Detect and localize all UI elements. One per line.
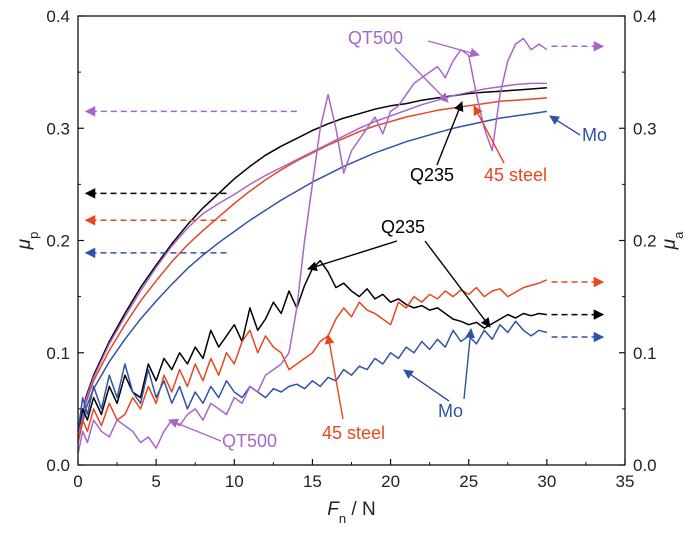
y-left-tick-label: 0.0 — [46, 456, 70, 475]
annotation-arrow-mo — [549, 115, 581, 136]
series-mo-mu-p — [77, 110, 548, 443]
y-right-tick-label: 0.3 — [633, 119, 657, 138]
x-tick-label: 5 — [151, 472, 160, 491]
series-45-steel-mu-a — [77, 279, 548, 443]
annotation-label-qt500: QT500 — [222, 431, 277, 451]
annotation-arrow-qt500 — [427, 40, 480, 58]
annotation-arrow-q235 — [307, 240, 398, 272]
y-axis-left-label: μp — [14, 232, 41, 251]
x-tick-label: 10 — [225, 472, 244, 491]
series-q235-mu-a — [77, 259, 548, 432]
annotation-arrow-q235 — [424, 240, 491, 328]
x-tick-label: 0 — [73, 472, 82, 491]
annotation-label-mo: Mo — [438, 401, 463, 421]
annotations-layer: QT500 Q235 45 steel Mo Q235 45 steel Mo QT500 — [168, 28, 607, 451]
series-mo-mu-a — [77, 320, 548, 432]
annotation-label-mo: Mo — [582, 125, 607, 145]
annotation-label-q235: Q235 — [381, 217, 425, 237]
annotation-arrow-mo — [463, 328, 475, 400]
axes-layer: 0 5 10 15 20 25 30 350.0 0.00.1 0.10.2 0.20.3 0.30.… — [46, 7, 656, 491]
series-q235-mu-p — [77, 87, 547, 443]
y-left-tick-label: 0.2 — [46, 232, 70, 251]
y-left-tick-label: 0.1 — [46, 344, 70, 363]
x-tick-label: 25 — [459, 472, 478, 491]
series-45-steel-mu-p — [77, 97, 547, 443]
annotation-label-qt500: QT500 — [348, 28, 403, 48]
y-right-tick-label: 0.1 — [633, 344, 657, 363]
annotation-label-45-steel: 45 steel — [484, 165, 547, 185]
x-tick-label: 15 — [303, 472, 322, 491]
y-right-tick-label: 0.0 — [633, 456, 657, 475]
series-qt500-mu-p — [77, 82, 547, 443]
annotation-label-45-steel: 45 steel — [322, 423, 385, 443]
series-qt500-mu-a — [77, 37, 548, 454]
x-tick-label: 30 — [537, 472, 556, 491]
series-layer — [77, 37, 548, 454]
annotation-label-q235: Q235 — [410, 165, 454, 185]
annotation-arrow-mo — [403, 369, 450, 402]
y-right-tick-label: 0.4 — [633, 7, 657, 26]
annotation-arrow-qt500 — [394, 47, 449, 103]
annotation-arrow-q235 — [436, 101, 464, 166]
y-axis-right-label: μa — [659, 231, 686, 250]
mean-lines-layer — [84, 41, 605, 343]
y-left-tick-label: 0.3 — [46, 119, 70, 138]
y-left-tick-label: 0.4 — [46, 7, 70, 26]
annotation-arrow-45-steel — [324, 334, 344, 420]
plot-frame — [77, 15, 626, 466]
annotation-arrow-45-steel — [473, 105, 505, 164]
x-tick-label: 35 — [616, 472, 635, 491]
y-right-tick-label: 0.2 — [633, 232, 657, 251]
x-axis-label: Fn / N — [327, 499, 375, 526]
annotation-arrow-qt500 — [168, 418, 222, 442]
x-tick-label: 20 — [381, 472, 400, 491]
